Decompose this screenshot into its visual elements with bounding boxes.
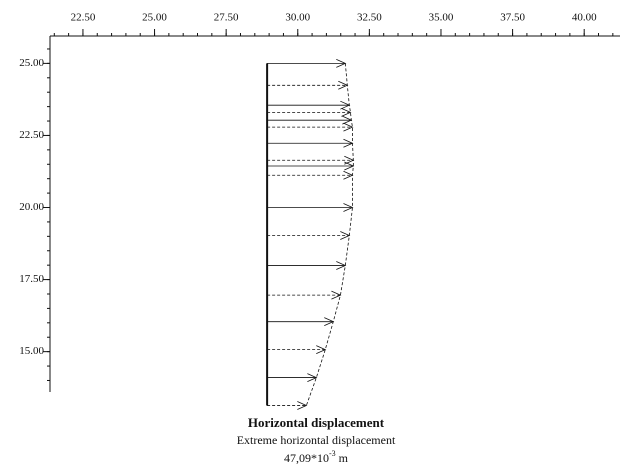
y-tick-label: 20.00 xyxy=(19,201,44,213)
x-tick-label: 35.00 xyxy=(429,12,454,24)
chart-title: Horizontal displacement xyxy=(248,415,385,430)
mantissa: 47,09*10 xyxy=(284,451,329,465)
arrow-head xyxy=(316,345,327,354)
arrow-head xyxy=(343,138,354,148)
arrow-head xyxy=(336,261,347,270)
arrow-head xyxy=(341,108,352,117)
y-tick-label: 25.00 xyxy=(19,57,44,69)
x-tick-label: 40.00 xyxy=(572,12,597,24)
x-tick-label: 22.50 xyxy=(71,12,96,24)
extreme-value: 47,09*10-3 m xyxy=(284,449,349,465)
x-tick-label: 25.00 xyxy=(142,12,167,24)
arrow-head xyxy=(331,290,342,300)
y-tick-label: 22.50 xyxy=(19,129,44,141)
unit: m xyxy=(339,451,349,465)
arrow-head xyxy=(343,170,354,180)
arrow-head xyxy=(307,373,318,382)
arrow-head xyxy=(297,401,308,410)
chart-subtitle: Extreme horizontal displacement xyxy=(237,433,396,447)
arrow-head xyxy=(340,231,351,240)
x-tick-label: 30.00 xyxy=(285,12,310,24)
arrow-head xyxy=(344,161,355,171)
exponent: -3 xyxy=(329,449,336,458)
displacement-curve xyxy=(305,63,354,406)
y-tick-label: 15.00 xyxy=(19,345,44,357)
arrow-head xyxy=(324,317,335,327)
x-tick-label: 27.50 xyxy=(214,12,239,24)
arrow-head xyxy=(338,80,349,90)
arrow-head xyxy=(343,122,354,132)
arrow-head xyxy=(340,100,351,110)
x-tick-label: 32.50 xyxy=(357,12,382,24)
y-tick-label: 17.50 xyxy=(19,273,44,285)
x-tick-label: 37.50 xyxy=(500,12,525,24)
arrow-head xyxy=(343,203,354,212)
arrow-head xyxy=(342,115,353,125)
arrow-head xyxy=(336,59,347,68)
